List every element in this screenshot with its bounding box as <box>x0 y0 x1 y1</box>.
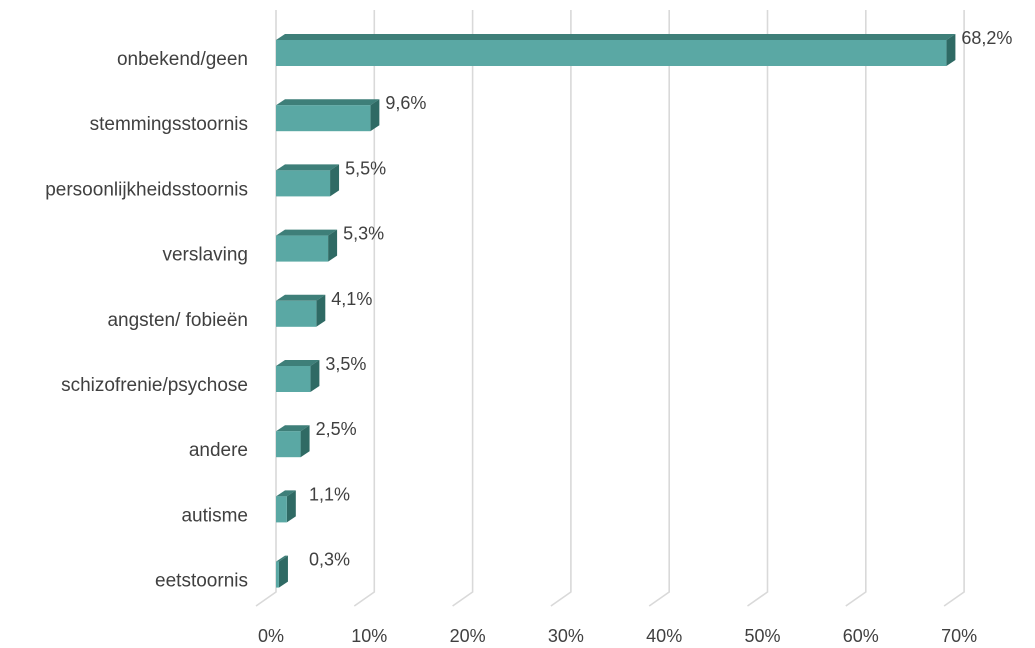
value-label: 1,1% <box>309 484 350 504</box>
bar-top <box>276 490 296 497</box>
value-label: 5,5% <box>345 158 386 178</box>
x-tick-label: 70% <box>941 626 977 646</box>
category-label: autisme <box>181 505 248 526</box>
bar-top <box>276 229 338 236</box>
x-tick-label: 50% <box>744 626 780 646</box>
bar-front <box>276 300 317 327</box>
bar-front <box>276 496 287 523</box>
value-label: 2,5% <box>316 419 357 439</box>
bar-side <box>370 99 380 132</box>
x-tick-label: 20% <box>450 626 486 646</box>
x-tick-label: 40% <box>646 626 682 646</box>
x-tick-label: 10% <box>351 626 387 646</box>
bar-side <box>278 555 288 588</box>
x-tick-label: 0% <box>258 626 284 646</box>
bar-top <box>276 294 326 301</box>
bar <box>276 294 326 327</box>
gridline <box>845 10 867 607</box>
category-label: eetstoornis <box>155 571 248 592</box>
category-label: verslaving <box>162 245 248 266</box>
bar-top <box>276 34 956 40</box>
category-label: schizofrenie/psychose <box>61 375 248 396</box>
bar <box>276 425 310 458</box>
value-label: 9,6% <box>385 93 426 113</box>
gridline <box>452 10 474 607</box>
bar <box>276 490 296 523</box>
category-label: stemmingsstoornis <box>90 114 248 135</box>
labels-layer: 0% 10% 20% 30% 40% 50% 60% 70% onbekend/geen 68,2… <box>45 28 1012 646</box>
category-label: persoonlijkheidsstoornis <box>45 179 248 200</box>
bar-front <box>276 235 329 262</box>
bar-top <box>276 555 288 562</box>
bar-front <box>276 105 371 132</box>
bar <box>276 34 956 66</box>
bar-top <box>276 360 320 366</box>
bar <box>276 229 338 262</box>
bar-front <box>276 366 311 392</box>
bar-side <box>328 229 338 262</box>
gridline <box>255 10 277 607</box>
bars-layer <box>276 34 956 588</box>
value-label: 4,1% <box>331 289 372 309</box>
bar <box>276 555 288 588</box>
bar-side <box>300 425 310 458</box>
x-tick-label: 30% <box>548 626 584 646</box>
category-label: andere <box>189 440 248 461</box>
grid-layer <box>255 10 965 607</box>
category-label: angsten/ fobieën <box>107 310 248 331</box>
bar-front <box>276 561 279 588</box>
gridline <box>648 10 671 607</box>
bar <box>276 164 340 197</box>
bar-side <box>946 34 956 66</box>
gridline <box>353 10 376 607</box>
value-label: 0,3% <box>309 550 350 570</box>
bar <box>276 99 380 132</box>
bar-top <box>276 164 340 171</box>
value-label: 5,3% <box>343 224 384 244</box>
bar-side <box>330 164 340 197</box>
bar-front <box>276 40 947 66</box>
value-label: 3,5% <box>325 354 366 374</box>
value-label: 68,2% <box>961 28 1012 48</box>
gridline <box>747 10 769 607</box>
x-tick-label: 60% <box>843 626 879 646</box>
category-label: onbekend/geen <box>117 49 248 70</box>
bar-side <box>316 294 326 327</box>
bar-top <box>276 425 310 432</box>
bar-front <box>276 431 301 458</box>
bar-side <box>310 360 320 392</box>
bar-top <box>276 99 380 106</box>
bar <box>276 360 320 392</box>
gridline <box>943 10 965 607</box>
bar-side <box>286 490 296 523</box>
bar-front <box>276 170 331 197</box>
gridline <box>550 10 572 607</box>
